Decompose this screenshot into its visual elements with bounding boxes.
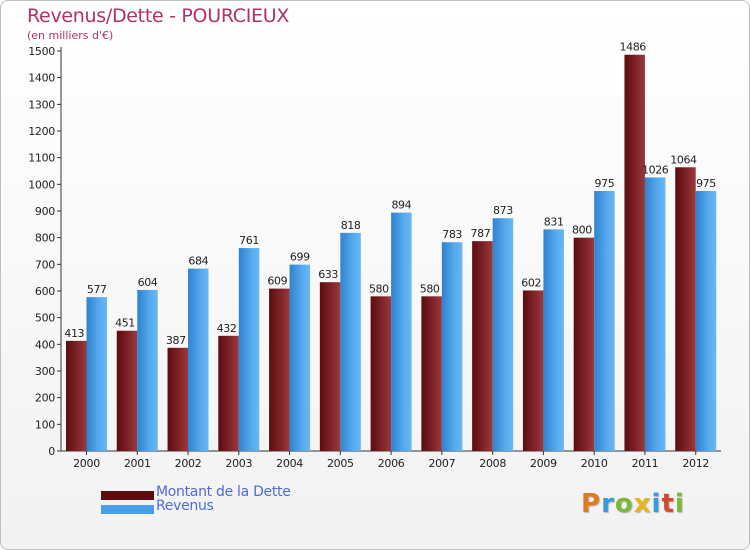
- data-label: 787: [471, 227, 491, 240]
- data-label: 818: [341, 219, 361, 232]
- data-label: 1064: [670, 153, 697, 166]
- data-label: 387: [166, 334, 186, 347]
- data-label: 975: [696, 177, 716, 190]
- y-tick-label: 1200: [28, 125, 55, 138]
- x-tick-label: 2008: [479, 457, 506, 470]
- bar-dette: [370, 296, 392, 451]
- x-tick-label: 2003: [225, 457, 252, 470]
- bar-revenus: [238, 248, 260, 451]
- logo-letter: P: [581, 489, 602, 519]
- legend-swatch-dette: [101, 491, 154, 500]
- legend-label-dette: Montant de la Dette: [156, 484, 291, 500]
- bar-dette: [472, 241, 493, 451]
- y-tick-label: 600: [35, 285, 55, 298]
- y-tick-label: 1300: [28, 98, 55, 111]
- bar-revenus: [391, 212, 412, 451]
- bar-dette: [319, 282, 341, 451]
- logo-letter: t: [661, 489, 675, 519]
- data-label: 451: [115, 317, 135, 330]
- bar-revenus: [137, 289, 158, 451]
- x-tick-label: 2007: [428, 457, 455, 470]
- data-label: 1026: [642, 163, 669, 176]
- data-label: 432: [217, 322, 237, 335]
- bar-dette: [573, 237, 595, 451]
- y-tick-label: 900: [35, 205, 55, 218]
- data-label: 699: [290, 251, 310, 264]
- y-tick-label: 200: [35, 392, 55, 405]
- y-tick-label: 1400: [28, 72, 55, 85]
- data-label: 413: [64, 327, 84, 340]
- data-label: 684: [188, 255, 208, 268]
- logo-letter: r: [601, 489, 615, 519]
- bar-revenus: [695, 191, 717, 451]
- bar-dette: [218, 335, 239, 451]
- x-tick-label: 2009: [530, 457, 557, 470]
- bar-revenus: [543, 229, 564, 451]
- y-tick-label: 400: [35, 338, 55, 351]
- data-label: 577: [87, 283, 107, 296]
- x-tick-label: 2004: [276, 457, 303, 470]
- data-label: 975: [595, 177, 615, 190]
- data-label: 1486: [620, 41, 647, 54]
- data-label: 609: [267, 275, 287, 288]
- bar-dette: [116, 330, 138, 451]
- data-label: 831: [544, 215, 564, 228]
- bar-dette: [167, 347, 189, 451]
- x-tick-label: 2002: [175, 457, 202, 470]
- bar-revenus: [644, 177, 666, 451]
- logo-letter: i: [651, 489, 662, 519]
- data-label: 800: [572, 224, 592, 237]
- x-tick-label: 2005: [327, 457, 354, 470]
- bar-revenus: [86, 297, 107, 451]
- y-tick-label: 300: [35, 365, 55, 378]
- bar-revenus: [594, 191, 615, 451]
- legend-swatch-revenus: [101, 505, 154, 514]
- x-tick-label: 2001: [124, 457, 151, 470]
- data-label: 783: [442, 228, 462, 241]
- chart-subtitle: (en milliers d'€): [27, 29, 114, 42]
- x-tick-label: 2010: [581, 457, 608, 470]
- y-tick-label: 800: [35, 232, 55, 245]
- data-label: 761: [239, 234, 259, 247]
- x-tick-label: 2000: [73, 457, 100, 470]
- bar-dette: [624, 54, 645, 451]
- bar-revenus: [492, 218, 514, 451]
- bar-revenus: [340, 232, 361, 451]
- data-label: 633: [318, 268, 338, 281]
- bar-dette: [421, 296, 442, 451]
- bar-dette: [269, 288, 290, 451]
- bar-revenus: [289, 264, 311, 451]
- bar-dette: [522, 290, 544, 451]
- logo-letter: i: [674, 489, 685, 519]
- chart-title: Revenus/Dette - POURCIEUX: [27, 5, 290, 27]
- y-tick-label: 0: [48, 445, 55, 458]
- y-tick-label: 700: [35, 258, 55, 271]
- bars: [66, 54, 717, 451]
- legend-label-revenus: Revenus: [156, 498, 214, 514]
- y-tick-label: 500: [35, 312, 55, 325]
- data-label: 580: [420, 282, 440, 295]
- y-tick-label: 100: [35, 418, 55, 431]
- data-labels: 413 451 387 432 609 633 580 580 787 602 800 1486 106…: [64, 41, 716, 347]
- logo-letter: x: [633, 489, 652, 519]
- bar-revenus: [441, 242, 463, 451]
- y-tick-label: 1100: [28, 152, 55, 165]
- data-label: 873: [493, 204, 513, 217]
- y-tick-label: 1000: [28, 178, 55, 191]
- logo-letter: o: [614, 489, 634, 519]
- x-tick-label: 2011: [632, 457, 659, 470]
- bar-dette: [66, 340, 87, 451]
- bar-dette: [675, 167, 696, 451]
- bar-revenus: [188, 268, 209, 451]
- x-tick-label: 2012: [682, 457, 709, 470]
- data-label: 894: [391, 199, 411, 212]
- data-label: 602: [521, 276, 541, 289]
- data-label: 604: [138, 276, 158, 289]
- proxiti-logo: Proxiti: [581, 489, 685, 519]
- data-label: 580: [369, 282, 389, 295]
- y-tick-label: 1500: [28, 45, 55, 58]
- x-tick-label: 2006: [378, 457, 405, 470]
